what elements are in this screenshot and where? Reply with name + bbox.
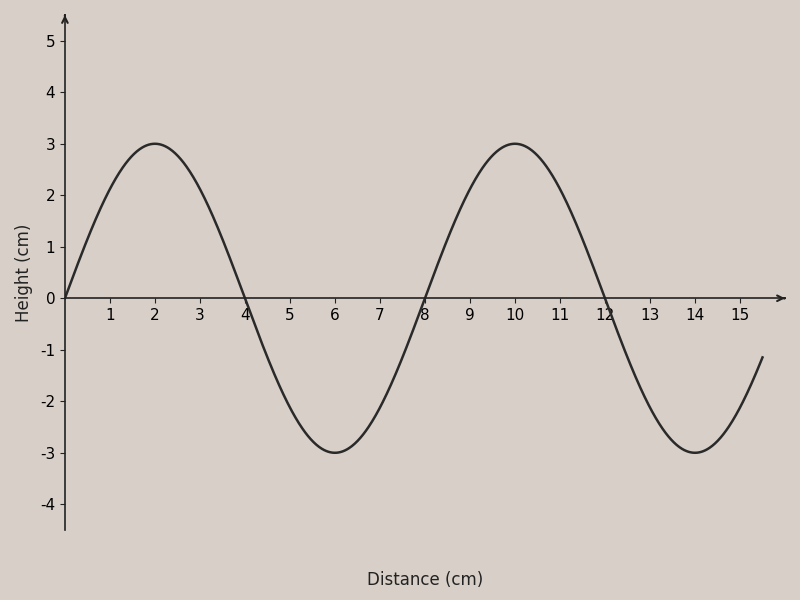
Y-axis label: Height (cm): Height (cm) [15, 223, 33, 322]
X-axis label: Distance (cm): Distance (cm) [367, 571, 483, 589]
